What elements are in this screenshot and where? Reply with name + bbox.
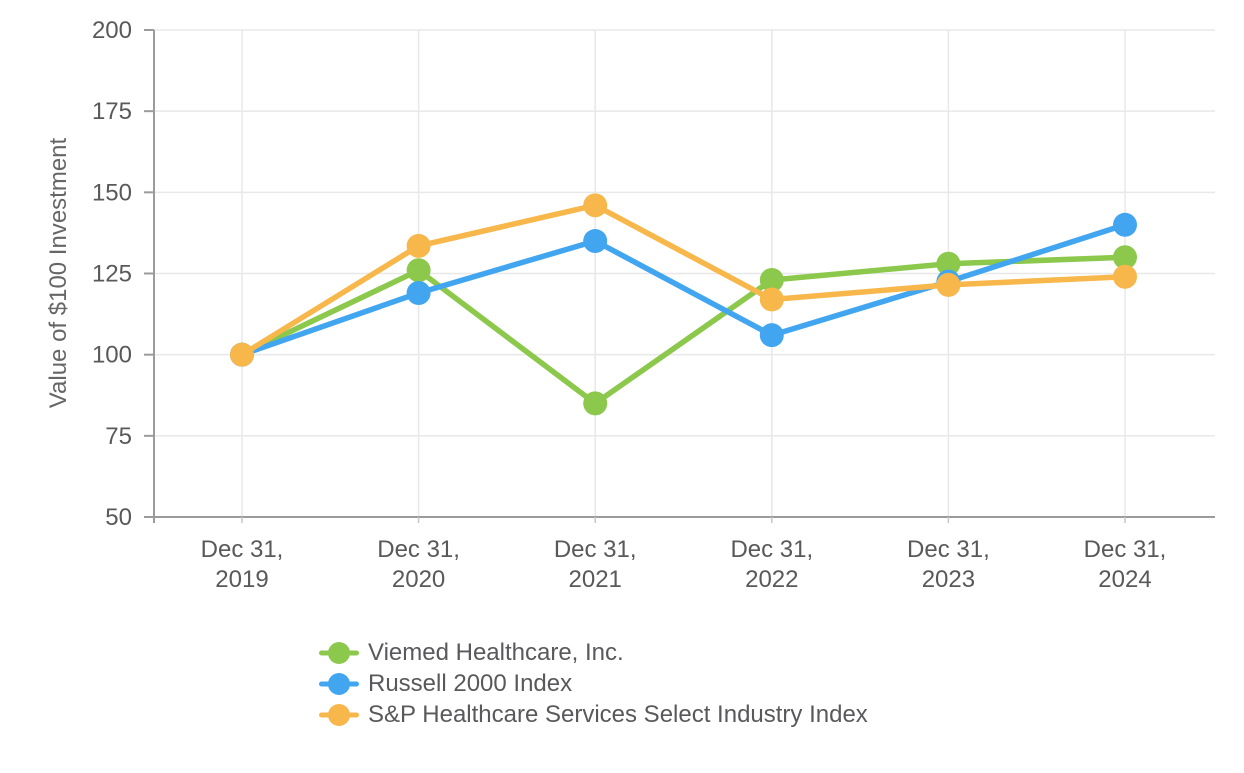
label-layer: 200 175 150 125 100 75 50 Dec 31, 2019 Dec 31, 202… bbox=[92, 17, 1166, 593]
x-tick-label: Dec 31, 2024 bbox=[1084, 536, 1167, 593]
grid-layer bbox=[154, 29, 1215, 517]
data-point-viemed-healthcare-inc-2023 bbox=[936, 251, 961, 276]
legend-item-sp-healthcare-services-select-industry-index: S&P Healthcare Services Select Industry … bbox=[319, 699, 868, 730]
legend-label: S&P Healthcare Services Select Industry … bbox=[368, 701, 868, 728]
data-point-sp-healthcare-services-select-industry-index-2023 bbox=[936, 272, 961, 297]
y-tick-label: 150 bbox=[92, 179, 132, 206]
x-tick-label: Dec 31, 2019 bbox=[201, 536, 284, 593]
data-point-sp-healthcare-services-select-industry-index-2024 bbox=[1113, 264, 1137, 289]
y-tick-label: 75 bbox=[105, 423, 132, 450]
axis-layer bbox=[144, 29, 1215, 523]
data-point-sp-healthcare-services-select-industry-index-2020 bbox=[406, 233, 431, 258]
data-point-russell-2000-index-2021 bbox=[583, 229, 608, 254]
y-tick-label: 200 bbox=[92, 17, 132, 44]
y-tick-label: 50 bbox=[105, 504, 132, 531]
data-point-sp-healthcare-services-select-industry-index-2021 bbox=[583, 193, 608, 218]
data-point-sp-healthcare-services-select-industry-index-2019 bbox=[230, 342, 254, 367]
legend-marker-dot bbox=[328, 703, 350, 726]
y-tick-label: 100 bbox=[92, 342, 132, 369]
data-point-sp-healthcare-services-select-industry-index-2022 bbox=[759, 287, 784, 312]
data-point-viemed-healthcare-inc-2024 bbox=[1113, 245, 1137, 270]
legend-marker-dot bbox=[328, 641, 350, 664]
series-line-sp-healthcare-services-select-industry-index bbox=[239, 202, 1128, 358]
data-point-russell-2000-index-2024 bbox=[1113, 212, 1137, 237]
series-line-viemed-healthcare-inc bbox=[239, 254, 1128, 407]
series-layer bbox=[230, 193, 1137, 416]
series-line-russell-2000-index bbox=[239, 222, 1128, 358]
x-tick-label: Dec 31, 2021 bbox=[554, 536, 637, 593]
data-point-russell-2000-index-2020 bbox=[406, 280, 431, 305]
legend-item-viemed-healthcare-inc: Viemed Healthcare, Inc. bbox=[319, 637, 868, 668]
legend-marker-dot bbox=[328, 672, 350, 695]
legend-line-dot-icon bbox=[319, 668, 359, 699]
data-point-viemed-healthcare-inc-2020 bbox=[406, 258, 431, 283]
legend-item-russell-2000-index: Russell 2000 Index bbox=[319, 668, 868, 699]
data-point-russell-2000-index-2022 bbox=[759, 323, 784, 348]
x-tick-label: Dec 31, 2020 bbox=[377, 536, 460, 593]
y-axis-title: Value of $100 Investment bbox=[45, 137, 72, 408]
y-tick-label: 175 bbox=[92, 98, 132, 125]
y-tick-label: 125 bbox=[92, 261, 132, 288]
data-point-viemed-healthcare-inc-2021 bbox=[583, 391, 608, 416]
x-tick-label: Dec 31, 2022 bbox=[730, 536, 813, 593]
legend-line-dot-icon bbox=[319, 699, 359, 730]
legend-label: Viemed Healthcare, Inc. bbox=[368, 639, 624, 666]
chart-legend: Viemed Healthcare, Inc. Russell 2000 Ind… bbox=[319, 637, 868, 730]
legend-line-dot-icon bbox=[319, 637, 359, 668]
legend-label: Russell 2000 Index bbox=[368, 670, 573, 697]
x-tick-label: Dec 31, 2023 bbox=[907, 536, 990, 593]
data-point-viemed-healthcare-inc-2022 bbox=[759, 267, 784, 292]
